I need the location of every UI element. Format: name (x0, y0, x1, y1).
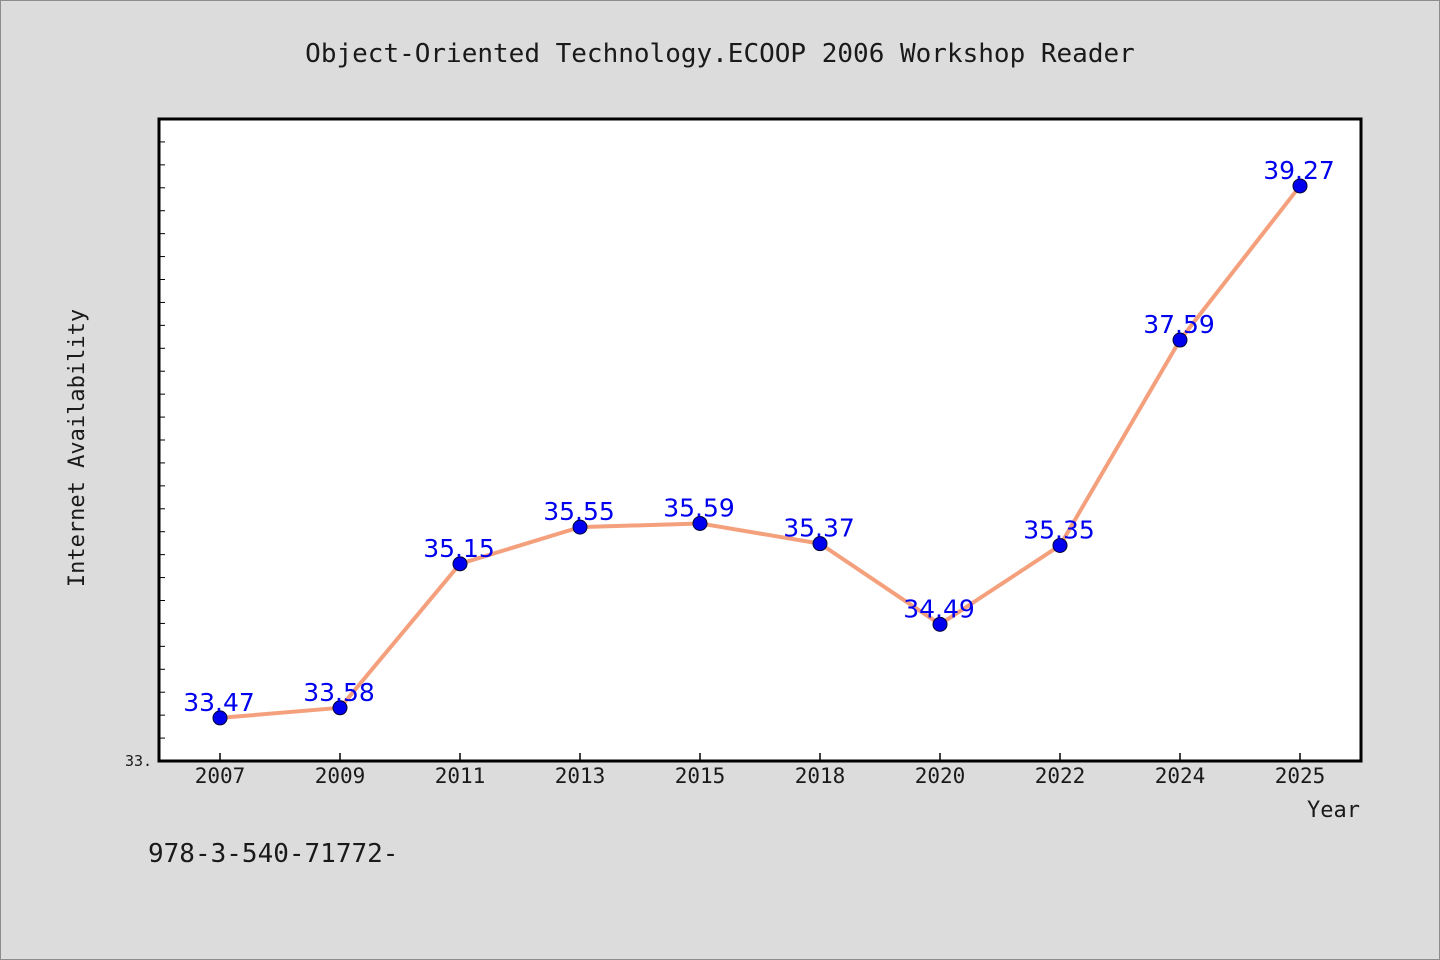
footer-code: 978-3-540-71772- (148, 839, 398, 869)
data-label: 33.47 (183, 688, 255, 717)
series-line-group (218, 183, 1302, 720)
x-tick-label: 2022 (1035, 764, 1086, 788)
data-point (1292, 178, 1308, 194)
data-labels: 33.47 33.58 35.15 35.55 35.59 35.37 34.49 35.35… (183, 156, 1335, 717)
x-tick-label: 2020 (915, 764, 966, 788)
x-tick-label: 2025 (1275, 764, 1326, 788)
data-point (1172, 332, 1188, 348)
data-label: 35.37 (783, 514, 855, 543)
x-tick-label: 2013 (555, 764, 606, 788)
x-tick-label: 2011 (435, 764, 486, 788)
x-axis-label: Year (1307, 798, 1360, 823)
data-label: 35.35 (1023, 515, 1095, 544)
data-label: 35.59 (663, 493, 735, 522)
x-tick-label: 2009 (315, 764, 366, 788)
data-point (452, 556, 468, 572)
data-label: 35.55 (543, 497, 615, 526)
series-points (212, 178, 1308, 726)
chart-title: Object-Oriented Technology.ECOOP 2006 Wo… (305, 39, 1135, 69)
data-point (812, 536, 828, 552)
x-tick-label: 2018 (795, 764, 846, 788)
x-axis-ticks (219, 753, 1301, 761)
y-axis-ticks (159, 141, 165, 739)
data-label: 39.27 (1263, 156, 1335, 185)
x-tick-label: 2015 (675, 764, 726, 788)
data-point (332, 700, 348, 716)
data-label: 35.15 (423, 534, 495, 563)
data-point (212, 710, 228, 726)
data-label: 37.59 (1143, 310, 1215, 339)
data-label: 33.58 (303, 678, 375, 707)
x-axis-tick-labels: 2007 2009 2011 2013 2015 2018 2020 2022 2024 2025 (195, 764, 1326, 788)
y-axis-label: Internet Availability (65, 309, 90, 587)
data-point (932, 616, 948, 632)
data-point (572, 519, 588, 535)
x-tick-label: 2007 (195, 764, 246, 788)
data-point (1052, 537, 1068, 553)
series-line (218, 183, 1302, 720)
y-tick-label: 33. (125, 752, 152, 770)
x-tick-label: 2024 (1155, 764, 1206, 788)
data-label: 34.49 (903, 594, 975, 623)
data-point (692, 515, 708, 531)
plot-area (157, 117, 1363, 763)
